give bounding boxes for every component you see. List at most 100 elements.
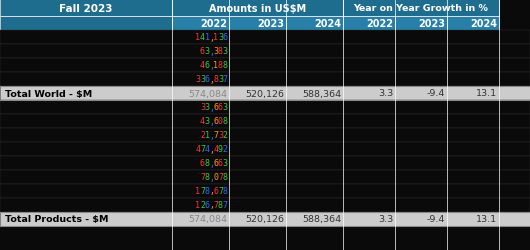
Text: 8: 8 [223, 117, 227, 126]
Bar [0, 142, 530, 156]
Text: -9.4: -9.4 [427, 215, 445, 224]
Bar [0, 73, 530, 87]
Text: 3: 3 [218, 131, 223, 140]
Text: 3: 3 [218, 75, 223, 84]
Text: ,: , [209, 159, 214, 168]
Text: 7: 7 [214, 131, 218, 140]
Text: 8: 8 [205, 173, 209, 182]
Text: 2024: 2024 [470, 19, 497, 29]
Text: ,: , [209, 145, 214, 154]
Bar [0, 184, 530, 198]
Text: 7: 7 [200, 173, 205, 182]
Text: 7: 7 [218, 173, 223, 182]
Text: 6: 6 [214, 187, 218, 196]
Text: 6: 6 [205, 201, 209, 210]
Text: ,: , [209, 117, 214, 126]
Bar [172, 0, 343, 17]
Text: 2: 2 [223, 131, 227, 140]
Text: ,: , [209, 131, 214, 140]
Text: 2023: 2023 [418, 19, 445, 29]
Text: 1: 1 [196, 33, 200, 42]
Text: 6: 6 [218, 103, 223, 112]
Text: 2023: 2023 [257, 19, 284, 29]
Text: ,: , [209, 33, 214, 42]
Text: 3: 3 [205, 103, 209, 112]
Bar [447, 17, 499, 31]
Text: 8: 8 [205, 159, 209, 168]
Text: 6: 6 [200, 159, 205, 168]
Text: 4: 4 [200, 33, 205, 42]
Text: 4: 4 [200, 61, 205, 70]
Text: Total World - $M: Total World - $M [5, 89, 92, 98]
Text: 8: 8 [223, 61, 227, 70]
Text: 3: 3 [214, 47, 218, 56]
Bar [0, 87, 530, 101]
Text: 7: 7 [218, 187, 223, 196]
Text: Total Products - $M: Total Products - $M [5, 215, 109, 224]
Text: ,: , [209, 103, 214, 112]
Text: Year on Year Growth in %: Year on Year Growth in % [354, 4, 489, 13]
Text: 3: 3 [200, 75, 205, 84]
Text: 13.1: 13.1 [476, 215, 497, 224]
Text: 8: 8 [218, 201, 223, 210]
Text: 8: 8 [205, 187, 209, 196]
Text: 6: 6 [205, 75, 209, 84]
Text: 4: 4 [196, 145, 200, 154]
Text: 6: 6 [200, 47, 205, 56]
Text: Fall 2023: Fall 2023 [59, 4, 113, 14]
Text: ,: , [209, 201, 214, 210]
Bar [343, 17, 395, 31]
Text: ,: , [209, 75, 214, 84]
Text: 2022: 2022 [366, 19, 393, 29]
Bar [0, 17, 172, 31]
Text: 7: 7 [223, 201, 227, 210]
Text: ,: , [209, 61, 214, 70]
Text: 1: 1 [205, 131, 209, 140]
Text: -9.4: -9.4 [427, 89, 445, 98]
Text: ,: , [209, 187, 214, 196]
Text: 6: 6 [205, 61, 209, 70]
Bar [0, 100, 530, 114]
Bar [229, 17, 286, 31]
Text: 1: 1 [196, 187, 200, 196]
Text: 3: 3 [218, 33, 223, 42]
Text: 8: 8 [223, 187, 227, 196]
Text: 1: 1 [214, 33, 218, 42]
Text: 3: 3 [196, 75, 200, 84]
Text: 0: 0 [218, 117, 223, 126]
Text: 1: 1 [196, 201, 200, 210]
Text: 3: 3 [223, 47, 227, 56]
Text: 574,084: 574,084 [188, 89, 227, 98]
Bar [343, 0, 499, 17]
Bar [0, 128, 530, 142]
Bar [0, 0, 172, 17]
Bar [286, 17, 343, 31]
Bar [172, 17, 229, 31]
Text: 6: 6 [218, 159, 223, 168]
Bar [0, 59, 530, 73]
Text: 3.3: 3.3 [378, 89, 393, 98]
Text: 13.1: 13.1 [476, 89, 497, 98]
Text: Amounts in US$M: Amounts in US$M [209, 4, 306, 14]
Text: 6: 6 [214, 117, 218, 126]
Bar [395, 17, 447, 31]
Text: 8: 8 [218, 47, 223, 56]
Text: 8: 8 [214, 75, 218, 84]
Text: 6: 6 [214, 103, 218, 112]
Text: 2: 2 [200, 131, 205, 140]
Bar [0, 156, 530, 170]
Text: 520,126: 520,126 [245, 89, 284, 98]
Text: 2: 2 [200, 201, 205, 210]
Bar [0, 212, 530, 226]
Text: 3: 3 [223, 103, 227, 112]
Text: 9: 9 [218, 145, 223, 154]
Text: 8: 8 [218, 61, 223, 70]
Text: ,: , [209, 47, 214, 56]
Text: 2024: 2024 [314, 19, 341, 29]
Bar [0, 170, 530, 184]
Text: 588,364: 588,364 [302, 215, 341, 224]
Text: 0: 0 [214, 173, 218, 182]
Text: 3.3: 3.3 [378, 215, 393, 224]
Text: 6: 6 [214, 159, 218, 168]
Text: 520,126: 520,126 [245, 215, 284, 224]
